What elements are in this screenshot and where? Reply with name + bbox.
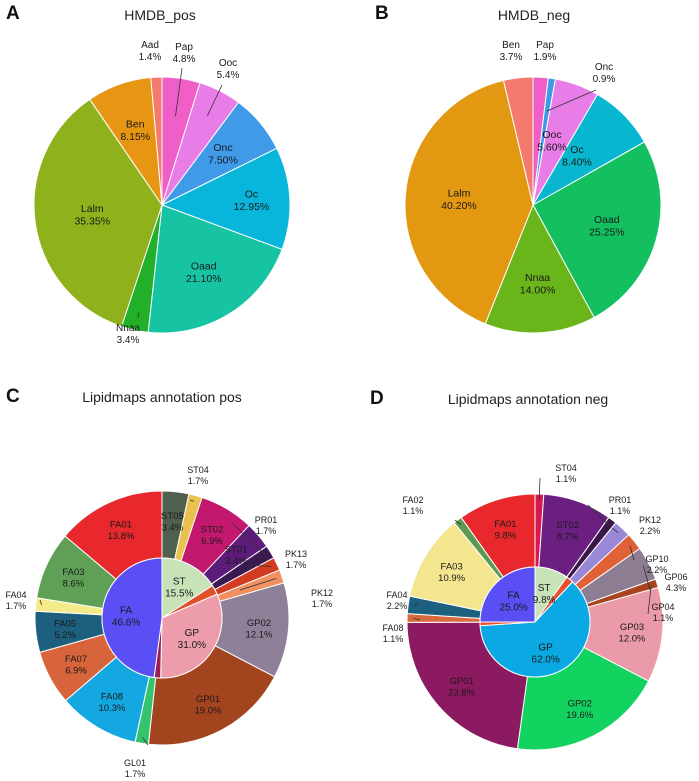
donut-c-label-st05: ST05 3.4% (161, 511, 184, 534)
pie-chart-hmdb-neg: Pap 1.9% Onc 0.9% Ooc 5.60% Oc 8.40% Oaad 25.25% N… (404, 40, 662, 334)
donut-c-leader-pk12 (239, 577, 277, 591)
pie-a-label-nnaa: Nnaa 3.4% (116, 323, 140, 346)
donut-c-leader-pr01 (231, 522, 266, 556)
donut-c-label-fa05: FA05 5.2% (54, 619, 76, 642)
donut-c-label-fa07: FA07 6.9% (65, 654, 87, 677)
pie-b-label-ooc: Ooc 5.60% (537, 129, 567, 154)
pie-a-label-oaad: Oaad 21.10% (186, 260, 222, 285)
donut-d-leader-st04 (538, 477, 541, 501)
pie-a-label-ben: Ben 8.15% (120, 118, 150, 143)
donut-d-label-gp03: GP03 12.0% (619, 622, 646, 645)
pie-a-leader-nnaa (137, 312, 139, 319)
donut-d-label-gp06: GP06 4.3% (664, 572, 687, 593)
donut-d-label-st04: ST04 1.1% (555, 463, 577, 484)
donut-d-inner-slice-gp (479, 581, 591, 678)
pie-b-slice-lalm (404, 79, 534, 325)
pie-b-leader-onc (546, 89, 597, 112)
donut-d-leader-pr01 (587, 504, 610, 526)
pie-b-slice-ben (502, 76, 534, 206)
donut-d-inner-label-fa: FA 25.0% (499, 591, 527, 614)
donut-c-inner-label-fa: FA 46.6% (112, 606, 140, 629)
donut-c-inner-label-st: ST 15.5% (165, 576, 193, 599)
pie-a-label-onc: Onc 7.50% (208, 142, 238, 167)
donut-d-leader-gp04 (647, 585, 652, 615)
donut-c-label-gl01: GL01 1.7% (124, 758, 146, 779)
donut-d-inner-label-st: ST 9.8% (533, 583, 556, 606)
pie-b-label-pap: Pap 1.9% (534, 40, 557, 63)
pie-b-slice-oaad (532, 141, 662, 319)
donut-c-label-fa08: FA08 10.3% (99, 692, 126, 715)
pie-b-label-nnaa: Nnaa 14.00% (520, 272, 556, 297)
donut-c-inner-slice-fa (101, 557, 163, 679)
pie-a-leader-pap (175, 67, 183, 117)
donut-c-leader-st04 (189, 499, 195, 502)
donut-c-label-fa03: FA03 8.6% (62, 567, 84, 590)
chart-title-b: HMDB_neg (498, 7, 570, 23)
chart-title-c: Lipidmaps annotation pos (82, 389, 242, 405)
donut-c-label-gp02: GP02 12.1% (246, 618, 273, 641)
donut-d-label-gp10: GP10 2.2% (645, 554, 668, 575)
pie-a-label-oc: Oc 12.95% (234, 188, 270, 213)
donut-d-label-st02: ST02 8.7% (556, 520, 579, 543)
pie-b-label-oaad: Oaad 25.25% (589, 214, 625, 239)
donut-c-leader-gl01 (142, 737, 149, 746)
pie-a-label-ooc: Ooc 5.4% (217, 58, 240, 81)
donut-c-leader-pk13 (244, 564, 272, 567)
panel-letter-d: D (370, 388, 384, 409)
pie-a-slice-aad (150, 76, 163, 206)
donut-d-leader-fa02 (454, 519, 462, 526)
pie-chart-hmdb-pos: Pap 4.8% Ooc 5.4% Onc 7.50% Oc 12.95% Oaad 21.10%… (33, 40, 291, 346)
donut-d-leader-gp10 (629, 545, 635, 561)
donut-d-inner-slice-fa (479, 566, 536, 623)
panel-letter-b: B (375, 3, 389, 24)
donut-c-inner-label-gp: GP 31.0% (178, 628, 206, 651)
donut-chart-lipidmaps-neg: ST 9.8% GP 62.0% FA 25.0% ST04 1.1% ST02 8.7% PR01… (382, 463, 688, 751)
donut-c-label-fa01: FA01 13.8% (107, 520, 134, 543)
donut-d-leader-gp06 (643, 565, 651, 591)
pie-a-label-aad: Aad 1.4% (139, 40, 162, 63)
chart-title-d: Lipidmaps annotation neg (448, 391, 608, 407)
donut-chart-lipidmaps-pos: ST 15.5% GP 31.0% FA 46.6% ST05 3.4% ST04 1.7% ST0… (5, 465, 333, 779)
donut-c-label-st01: ST01 3.4% (225, 545, 248, 568)
donut-c-label-pk12: PK12 1.7% (311, 588, 333, 609)
pie-a-label-lalm: Lalm 35.35% (74, 203, 110, 228)
donut-d-leader-fa04 (413, 603, 419, 606)
donut-d-label-fa02: FA02 1.1% (402, 495, 423, 516)
donut-c-inner-slice-st (161, 557, 214, 619)
donut-d-label-fa08: FA08 1.1% (382, 623, 403, 644)
pie-b-label-ben: Ben 3.7% (500, 40, 523, 63)
donut-c-leader-fa04 (39, 599, 43, 606)
donut-d-label-fa01: FA01 9.8% (494, 519, 516, 542)
donut-d-leader-fa08 (412, 617, 421, 621)
pie-b-slice-nnaa (484, 203, 595, 334)
pie-a-slice-oaad (147, 204, 283, 334)
donut-c-label-st04: ST04 1.7% (187, 465, 209, 486)
pie-a-leader-ooc (207, 84, 223, 117)
donut-c-label-st02: ST02 6.9% (201, 524, 224, 547)
pie-a-slice-lalm (33, 98, 163, 328)
donut-d-label-gp01: GP01 22.8% (448, 676, 475, 699)
donut-c-label-pk13: PK13 1.7% (285, 549, 307, 570)
donut-d-inner-label-gp: GP 62.0% (531, 642, 559, 665)
donut-d-label-fa04: FA04 2.2% (386, 590, 407, 611)
pie-b-label-lalm: Lalm 40.20% (441, 187, 477, 212)
donut-d-label-pr01: PR01 1.1% (609, 495, 632, 516)
chart-title-a: HMDB_pos (124, 7, 196, 23)
pie-b-label-onc: Onc 0.9% (593, 62, 616, 85)
panel-letter-a: A (6, 3, 20, 24)
donut-d-label-pk12: PK12 2.2% (639, 515, 661, 536)
donut-d-label-gp02: GP02 19.6% (566, 699, 593, 722)
donut-d-leader-pk12 (611, 527, 619, 534)
donut-c-inner-slice-gp (160, 593, 223, 679)
pie-a-label-pap: Pap 4.8% (173, 42, 196, 65)
donut-d-label-fa03: FA03 10.9% (438, 561, 465, 584)
pie-b-label-oc: Oc 8.40% (562, 144, 592, 169)
donut-d-label-gp04: GP04 1.1% (651, 602, 674, 623)
donut-c-label-pr01: PR01 1.7% (255, 515, 278, 536)
panel-letter-c: C (6, 386, 20, 407)
donut-c-label-fa04: FA04 1.7% (5, 590, 26, 611)
donut-c-label-gp01: GP01 19.0% (195, 694, 222, 717)
pie-a-slice-oc (160, 147, 291, 251)
